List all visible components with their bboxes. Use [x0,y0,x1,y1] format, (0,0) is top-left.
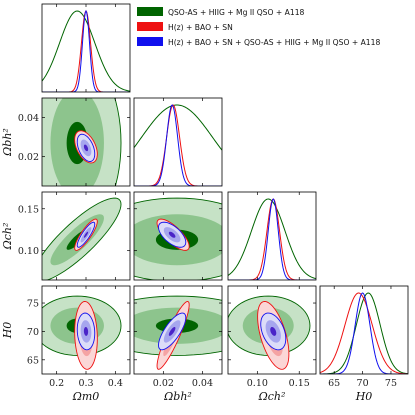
posterior-line-1 [134,104,222,186]
panel-frame [41,3,131,93]
contour-panel-om-oc [42,197,122,280]
y-axis-label-ob: Ωbh² [1,128,14,157]
legend-swatch-1 [137,22,163,31]
posterior-line-2 [134,104,222,186]
contour-core-2 [83,326,89,336]
legend-swatch-2 [137,37,163,46]
posterior-line-0 [228,198,316,280]
contour-core-2 [168,231,176,238]
contour-panel-ob-oc [134,197,222,280]
y-tick-label: 0.02 [18,152,39,163]
legend: QSO-AS + HIIG + Mg II QSO + A118 H(z) + B… [137,7,380,47]
posterior-om [42,9,130,92]
x-tick-label: 65 [328,378,340,389]
panel-frame [227,285,317,375]
contour-core-2 [168,326,176,336]
x-tick-label: 70 [357,378,369,389]
posterior-line-2 [228,198,316,280]
x-tick-label: 0.2 [49,378,64,389]
x-tick-label: 0.15 [289,378,310,389]
x-axis-label-ob: Ωbh² [163,390,192,403]
posterior-line-0 [320,292,408,374]
x-tick-label: 0.10 [247,378,268,389]
y-tick-label: 0.15 [18,204,39,215]
x-axis-label-h0: H0 [355,390,373,403]
contour-core-2 [83,231,89,238]
y-tick-label: 70 [27,327,39,338]
y-tick-label: 0.10 [18,246,39,257]
panel-frame [133,191,223,281]
y-tick-label: 0.04 [18,113,39,124]
x-tick-label: 0.02 [153,378,174,389]
panel-frame [319,285,409,375]
contour-panel-ob-h0 [134,295,222,370]
legend-label-1: H(z) + BAO + SN [168,23,233,32]
posterior-line-1 [228,198,316,280]
contour-core-2 [270,326,277,336]
x-tick-label: 0.4 [108,378,123,389]
panel-frame [133,285,223,375]
posterior-line-0 [42,10,130,92]
panel-frame [227,191,317,281]
contour-panel-om-ob [42,98,122,186]
posterior-line-1 [320,292,408,374]
x-tick-label: 75 [385,378,397,389]
posterior-line-2 [320,292,408,374]
legend-label-0: QSO-AS + HIIG + Mg II QSO + A118 [168,8,305,17]
x-tick-label: 0.04 [192,378,213,389]
x-axis-label-oc: Ωch² [258,390,286,403]
legend-label-2: H(z) + BAO + SN + QSO-AS + HIIG + Mg II … [168,38,380,47]
y-axis-label-h0: H0 [1,322,14,340]
y-tick-label: 75 [27,299,39,310]
y-axis-label-oc: Ωch² [1,223,14,251]
posterior-line-2 [42,9,130,92]
contour-panel-om-h0 [42,295,122,370]
panel-frame [133,97,223,187]
posterior-h0 [320,292,408,374]
x-tick-label: 0.3 [78,378,93,389]
y-tick-label: 65 [27,355,39,366]
contour-core-2 [83,144,89,152]
posterior-line-1 [42,10,130,92]
contour-panel-oc-h0 [228,295,311,370]
legend-swatch-0 [137,7,163,16]
posterior-line-0 [134,104,222,151]
corner-panels: 0.02 0.04 0.10 0.15 0.2 0.3 0.4 65 70 75 0.02 0.04 0… [1,3,409,403]
posterior-ob [134,104,222,186]
x-axis-label-om: Ωm0 [72,390,100,403]
posterior-oc [228,198,316,280]
